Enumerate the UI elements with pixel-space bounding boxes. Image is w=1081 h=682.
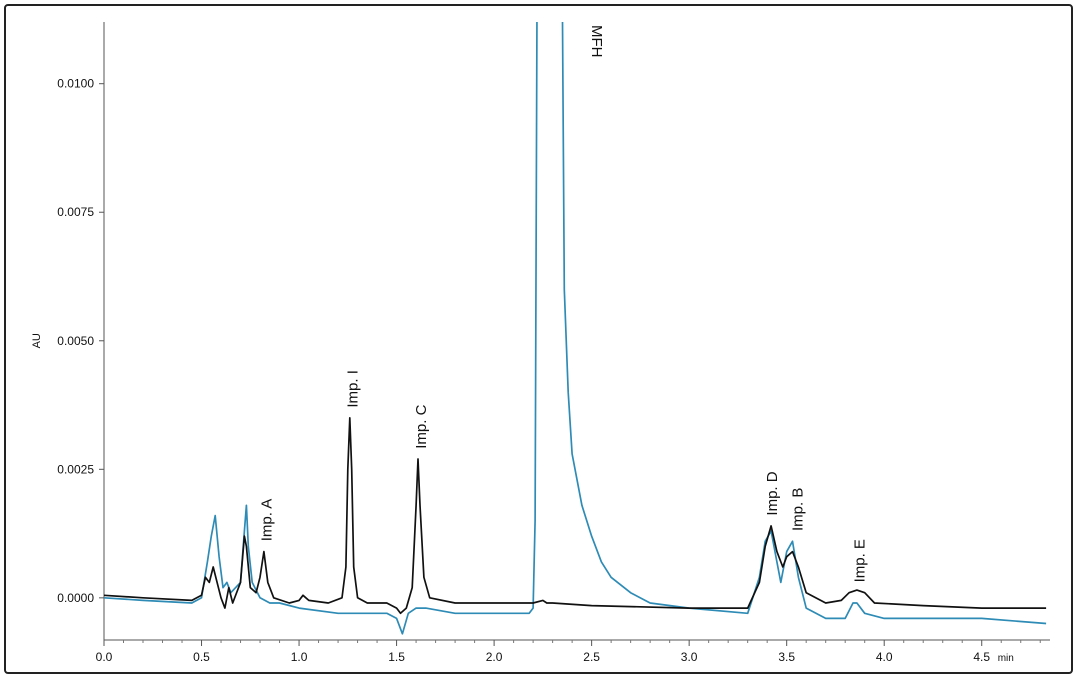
x-tick-label: 4.0 xyxy=(876,650,893,664)
annotation-layer: Imp. A Imp. I Imp. C MFH Imp. D Imp. B Imp. E xyxy=(259,25,869,582)
x-tick-label: 3.5 xyxy=(778,650,795,664)
x-tick-label: 4.5 xyxy=(973,650,990,664)
y-tick-label: 0.0025 xyxy=(57,462,94,476)
x-unit-label: min xyxy=(998,653,1014,664)
peak-annotation: Imp. E xyxy=(852,539,869,582)
x-tick-label: 1.5 xyxy=(388,650,405,664)
y-tick-label: 0.0075 xyxy=(57,205,94,219)
x-tick-label: 0.0 xyxy=(96,650,113,664)
peak-annotation: MFH xyxy=(588,25,605,58)
chromatogram-chart: 0.0 0.5 1.0 1.5 2.0 2.5 3.0 3.5 4.0 4.5 min 0.0000 0… xyxy=(31,22,1050,664)
x-tick-label: 1.0 xyxy=(291,650,308,664)
peak-annotation: Imp. C xyxy=(413,404,430,448)
x-tick-label: 3.0 xyxy=(681,650,698,664)
y-tick-label: 0.0100 xyxy=(57,77,94,91)
series-line-0 xyxy=(104,417,1047,615)
peak-annotation: Imp. A xyxy=(259,499,276,542)
x-tick-label: 2.0 xyxy=(486,650,503,664)
axes xyxy=(99,22,1050,646)
peak-annotation: Imp. B xyxy=(789,488,806,531)
x-tick-label: 0.5 xyxy=(193,650,210,664)
chart-frame: 0.0 0.5 1.0 1.5 2.0 2.5 3.0 3.5 4.0 4.5 min 0.0000 0… xyxy=(4,4,1073,674)
peak-annotation: Imp. D xyxy=(764,471,781,515)
tick-labels: 0.0 0.5 1.0 1.5 2.0 2.5 3.0 3.5 4.0 4.5 min 0.0000 0… xyxy=(57,77,1014,664)
peak-annotation: Imp. I xyxy=(345,370,362,408)
series-layer xyxy=(104,22,1047,635)
y-tick-label: 0.0050 xyxy=(57,334,94,348)
y-tick-label: 0.0000 xyxy=(57,591,94,605)
y-axis-label: AU xyxy=(31,333,43,348)
x-tick-label: 2.5 xyxy=(583,650,600,664)
